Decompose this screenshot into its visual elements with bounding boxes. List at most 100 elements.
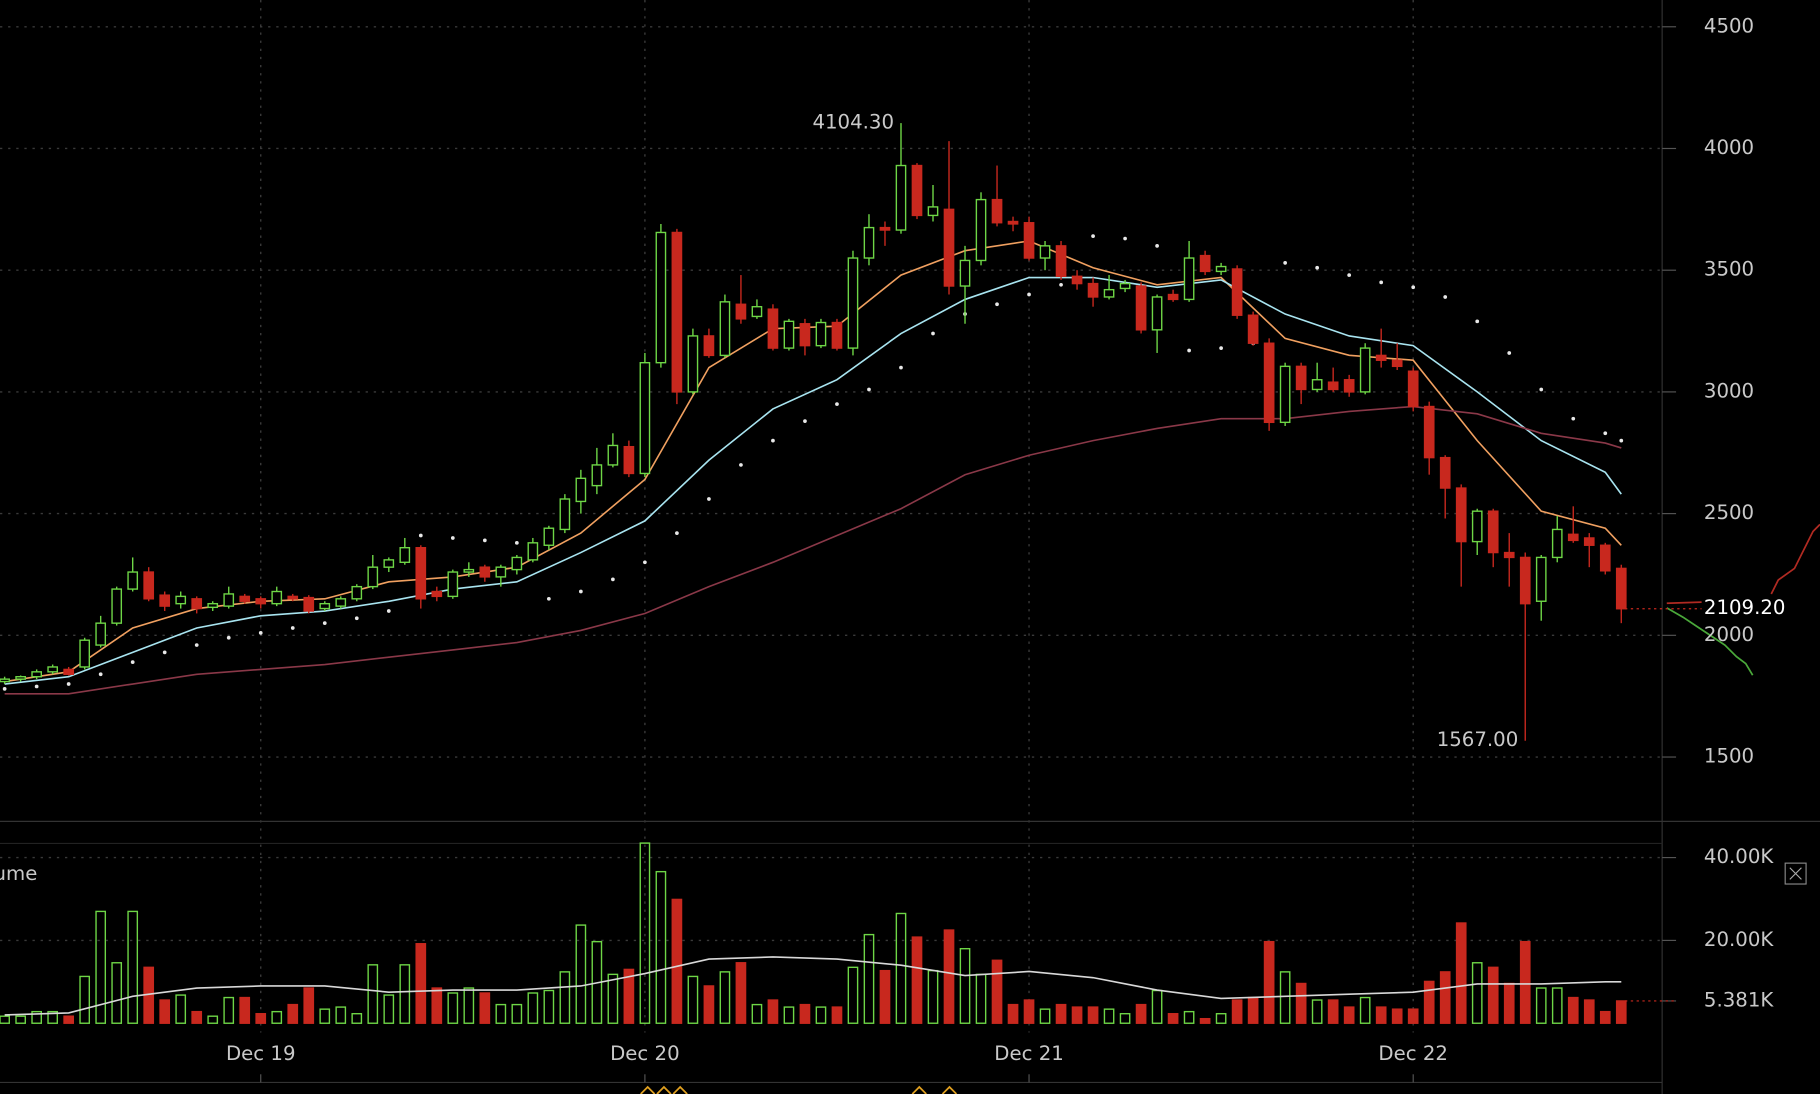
sar-dot <box>643 560 647 565</box>
candle-body <box>1071 275 1083 285</box>
candle-body <box>1407 370 1419 408</box>
candle-body <box>319 602 331 610</box>
volume-bar <box>1135 1003 1147 1024</box>
volume-bar <box>1423 980 1435 1024</box>
candle-body <box>15 676 26 680</box>
candle-body <box>975 198 987 262</box>
volume-bar <box>239 996 251 1024</box>
sar-dot <box>739 463 743 467</box>
candle-body <box>847 257 859 349</box>
candle-body <box>31 671 42 678</box>
y-tick-label: 5.381K <box>1704 988 1774 1011</box>
candle-body <box>991 198 1003 224</box>
price-annotation: 1567.00 <box>1437 728 1519 751</box>
sar-dot <box>482 538 487 543</box>
candle-body <box>1103 288 1115 298</box>
volume-title: Volume <box>0 862 37 885</box>
sar-dot <box>66 682 71 686</box>
sar-dot <box>322 621 327 626</box>
sar-dot <box>1347 273 1352 277</box>
candle-body <box>1455 487 1467 543</box>
volume-bar <box>575 924 587 1024</box>
y-tick-label: 2500 <box>1704 501 1754 524</box>
volume-bar <box>559 971 571 1024</box>
sar-dot <box>867 387 871 392</box>
sar-dot <box>899 365 903 370</box>
volume-bar <box>447 992 459 1024</box>
sar-dot <box>1571 416 1576 421</box>
volume-bar <box>879 969 891 1024</box>
event-markers <box>640 1085 958 1094</box>
candle-body <box>1183 257 1195 301</box>
candle-body <box>415 546 427 600</box>
candle-body <box>191 598 203 610</box>
volume-bar <box>511 1003 523 1024</box>
volume-bar <box>207 1015 219 1024</box>
sar-dot <box>514 540 519 545</box>
volume-bar <box>719 971 731 1024</box>
candle-body <box>271 590 283 605</box>
candle-body <box>687 335 699 393</box>
volume-bar <box>831 1006 843 1024</box>
volume-bar <box>623 968 635 1024</box>
candle-body <box>1039 245 1051 259</box>
volume-bar <box>15 1015 26 1024</box>
close-button[interactable] <box>1784 862 1807 885</box>
sar-dot <box>1507 351 1512 355</box>
volume-bar <box>799 1003 811 1024</box>
sar-dot <box>98 672 103 677</box>
sar-dot <box>1219 346 1223 350</box>
y-tick-label: 4500 <box>1704 14 1754 37</box>
candle-body <box>95 622 107 646</box>
candle-body <box>1007 220 1019 225</box>
candle-body <box>1423 405 1435 459</box>
volume-bar <box>383 994 395 1024</box>
candle-body <box>479 566 491 578</box>
volume-bar <box>847 966 859 1024</box>
sar-dot <box>995 302 999 307</box>
volume-bar <box>191 1010 203 1024</box>
volume-bar <box>287 1003 299 1024</box>
volume-bar <box>1391 1008 1403 1024</box>
sar-dot <box>1027 292 1031 297</box>
volume-bar <box>1343 1006 1355 1024</box>
volume-bar <box>767 999 779 1024</box>
y-tick-label: 3000 <box>1704 379 1754 402</box>
x-tick-label: Dec 21 <box>994 1042 1064 1065</box>
volume-bar <box>1055 1003 1067 1024</box>
sar-dot <box>1443 295 1448 299</box>
candle-body <box>1279 365 1291 424</box>
volume-bar <box>1359 996 1371 1024</box>
candle-body <box>783 320 795 349</box>
sar-dot <box>1603 431 1608 436</box>
candle-body <box>431 590 443 598</box>
candle-body <box>735 303 747 320</box>
volume-bar <box>815 1006 827 1024</box>
candle-body <box>639 361 651 475</box>
last-price-label: 2109.20 <box>1704 596 1786 619</box>
volume-bar <box>1311 999 1323 1024</box>
candle-body <box>1359 347 1371 393</box>
sar-dot <box>162 650 167 655</box>
volume-bar <box>1551 987 1563 1024</box>
moving-average <box>4 405 1622 695</box>
candle-body <box>1151 296 1163 331</box>
volume-bar <box>911 936 923 1024</box>
sar-dot <box>1283 261 1287 265</box>
candle-body <box>143 571 155 600</box>
volume-bar <box>175 994 187 1024</box>
volume-bar <box>1167 1013 1179 1024</box>
candle-body <box>1503 551 1515 559</box>
candle-body <box>303 596 315 612</box>
y-tick-label: 2000 <box>1704 623 1754 646</box>
sar-dot <box>354 616 359 621</box>
y-tick-label: 20.00K <box>1704 928 1774 951</box>
volume-bar <box>783 1006 795 1024</box>
candle-body <box>0 678 10 683</box>
sar-dot <box>1059 282 1063 287</box>
sar-dot <box>450 536 455 540</box>
volume-bar <box>1455 922 1467 1024</box>
sar-dot <box>803 419 807 423</box>
volume-bar <box>639 842 651 1024</box>
